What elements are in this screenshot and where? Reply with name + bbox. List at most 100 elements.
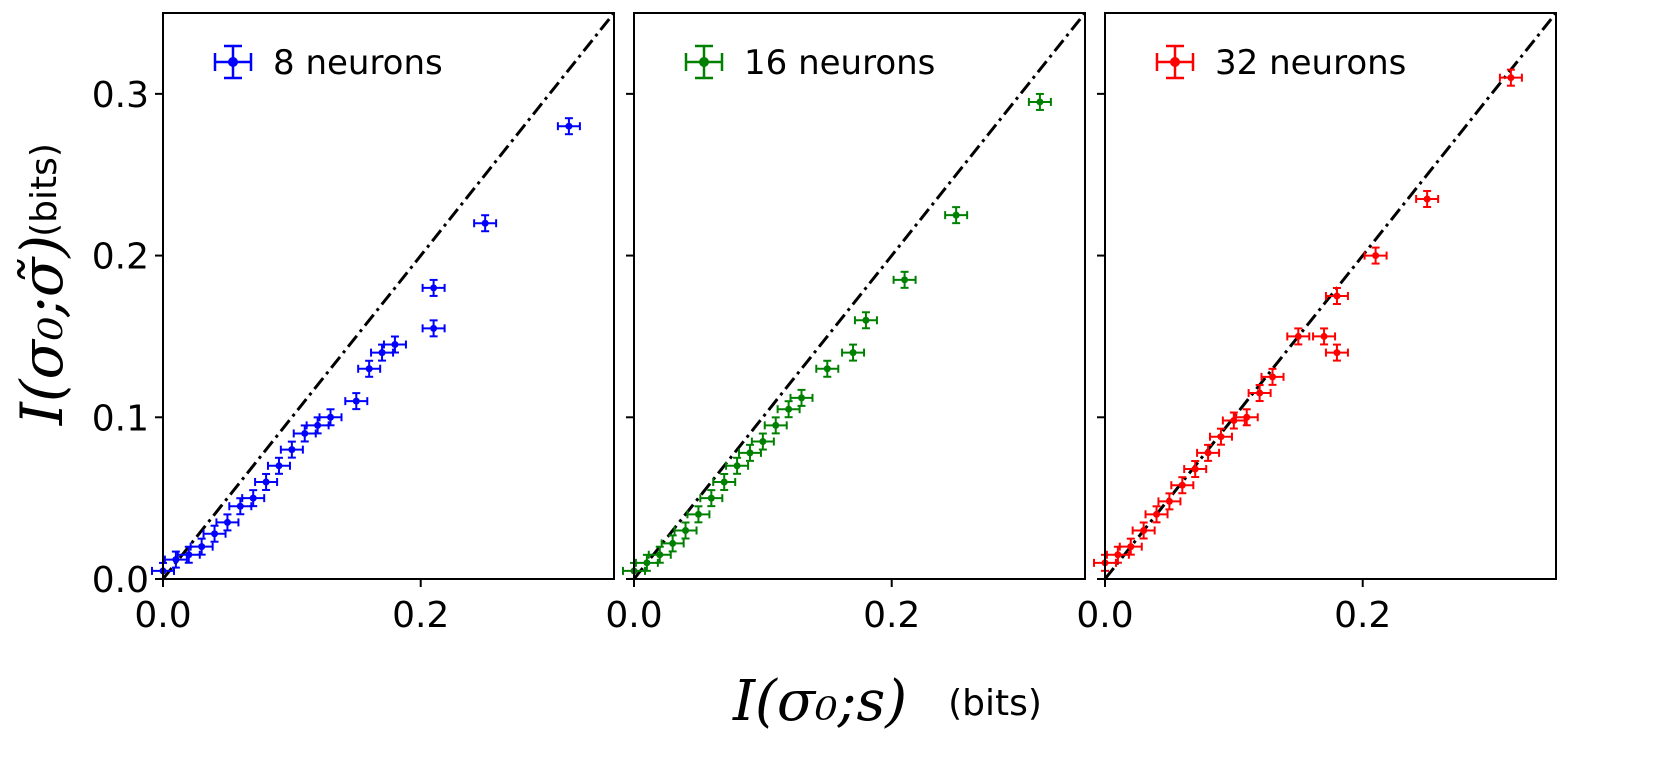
data-point [699, 489, 724, 508]
legend: 32 neurons [1155, 43, 1406, 83]
legend-label: 32 neurons [1215, 43, 1406, 83]
point-marker [1294, 332, 1302, 340]
data-point [202, 524, 227, 543]
data-point [1234, 408, 1259, 427]
point-marker [1165, 497, 1173, 505]
data-point [725, 456, 750, 475]
point-marker [365, 365, 373, 373]
point-marker [759, 438, 767, 446]
point-marker [785, 405, 793, 413]
point-marker [669, 539, 677, 547]
data-point [1183, 460, 1208, 479]
data-point [750, 432, 775, 451]
data-point [647, 545, 672, 564]
y-tick-label: 0.1 [92, 398, 149, 439]
data-point [318, 408, 343, 427]
legend-marker [228, 57, 238, 67]
point-marker [1269, 373, 1277, 381]
data-point [1286, 327, 1311, 346]
point-marker [314, 421, 322, 429]
point-marker [656, 551, 664, 559]
panel-1: 0.0 0.2 0.0 0.1 0.2 0.3 8 neurons [92, 12, 616, 636]
data-point [215, 513, 240, 532]
axes-frame [633, 12, 1086, 580]
point-marker [288, 446, 296, 454]
data-point [189, 537, 214, 556]
point-marker [1127, 543, 1135, 551]
data-point [344, 392, 369, 411]
data-point [1260, 367, 1285, 386]
data-point [421, 278, 446, 297]
point-marker [1507, 74, 1515, 82]
point-marker [1256, 389, 1264, 397]
point-marker [1036, 98, 1044, 106]
point-marker [352, 397, 360, 405]
point-marker [1178, 481, 1186, 489]
data-point [892, 270, 917, 289]
reference-line-y-equals-x [161, 12, 616, 580]
point-marker [262, 478, 270, 486]
point-marker [391, 341, 399, 349]
data-point [673, 521, 698, 540]
data-point [634, 553, 659, 572]
point-marker [198, 543, 206, 551]
point-marker [378, 349, 386, 357]
x-tick-label: 0.0 [605, 595, 662, 636]
point-marker [901, 276, 909, 284]
point-marker [1243, 413, 1251, 421]
point-marker [1333, 349, 1341, 357]
point-marker [707, 494, 715, 502]
data-point [1196, 443, 1221, 462]
point-marker [733, 462, 741, 470]
data-point [712, 472, 737, 491]
point-marker [746, 449, 754, 457]
data-point [1324, 343, 1349, 362]
point-marker [565, 122, 573, 130]
data-point [473, 214, 498, 233]
data-point [241, 489, 266, 508]
point-marker [1191, 465, 1199, 473]
data-point [382, 335, 407, 354]
point-marker [643, 559, 651, 567]
point-marker [185, 551, 193, 559]
data-point [1131, 521, 1156, 540]
axes-frame [162, 12, 615, 580]
x-tick-label: 0.0 [134, 595, 191, 636]
data-point [763, 416, 788, 435]
x-axis-label-unit: (bits) [948, 683, 1042, 724]
data-point [357, 359, 382, 378]
point-marker [1333, 292, 1341, 300]
data-point [1170, 476, 1195, 495]
data-point [1415, 189, 1440, 208]
data-point [556, 117, 581, 136]
panel-3: 0.0 0.2 32 neurons [1076, 12, 1558, 636]
point-marker [327, 413, 335, 421]
point-marker [720, 478, 728, 486]
point-marker [1423, 195, 1431, 203]
y-axis-label-math: I(σ₀;σ̃) [8, 235, 76, 426]
x-tick-label: 0.2 [1334, 595, 1391, 636]
legend-label: 8 neurons [273, 43, 443, 83]
x-tick-label: 0.2 [863, 595, 920, 636]
data-point [1157, 492, 1182, 511]
point-marker [1320, 332, 1328, 340]
data-point [789, 388, 814, 407]
data-point [686, 505, 711, 524]
x-tick-label: 0.0 [1076, 595, 1133, 636]
data-point [254, 472, 279, 491]
y-axis-label-unit: (bits) [24, 143, 65, 237]
point-marker [301, 429, 309, 437]
point-marker [430, 324, 438, 332]
data-point [1312, 327, 1337, 346]
data-point [1118, 537, 1143, 556]
y-tick-label: 0.0 [92, 560, 149, 601]
data-point [1208, 427, 1233, 446]
data-point [1247, 384, 1272, 403]
point-marker [1153, 510, 1161, 518]
data-point [305, 416, 330, 435]
data-point [944, 206, 969, 225]
point-marker [1204, 449, 1212, 457]
axes-frame [1104, 12, 1557, 580]
